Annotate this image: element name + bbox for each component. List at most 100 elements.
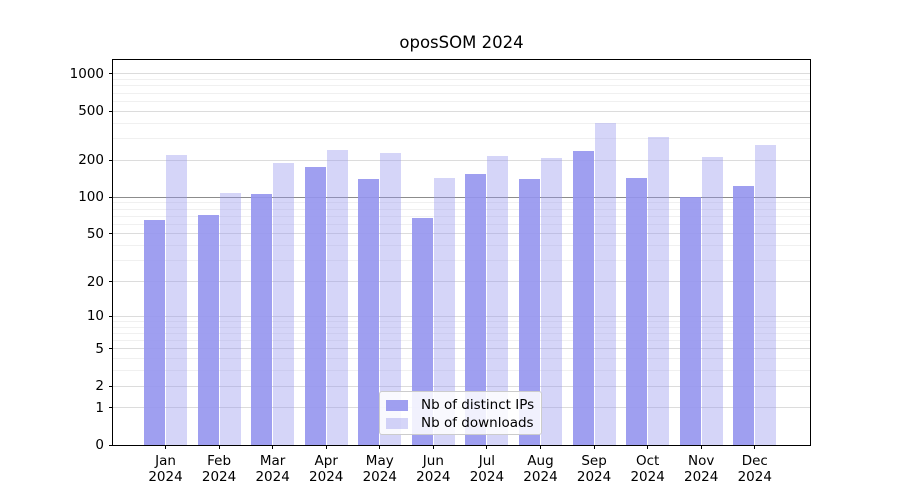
minor-gridline-60 bbox=[113, 223, 810, 225]
bar-distinct-ips-mar bbox=[251, 194, 273, 445]
bar-distinct-ips-jul bbox=[465, 173, 487, 445]
bar-distinct-ips-jun bbox=[411, 217, 433, 445]
bar-distinct-ips-oct bbox=[626, 177, 648, 445]
legend-swatch-downloads bbox=[386, 417, 408, 429]
gridline-500 bbox=[113, 110, 810, 112]
axis-layer: 0 1 2 5 10 20 50 100 200 500 1000 Jan 2024 Feb 2024 M… bbox=[70, 60, 810, 484]
x-tick-nov bbox=[700, 445, 702, 449]
legend-label-distinct-ips: Nb of distinct IPs bbox=[421, 397, 535, 413]
y-tick-label-100: 100 bbox=[78, 189, 104, 206]
x-tick-apr bbox=[325, 445, 327, 449]
x-tick-feb bbox=[218, 445, 220, 449]
x-tick-label-nov: Nov 2024 bbox=[684, 453, 719, 485]
bar-downloads-oct bbox=[648, 136, 670, 445]
bar-downloads-jul bbox=[487, 156, 509, 445]
legend-label-downloads: Nb of downloads bbox=[421, 415, 534, 431]
gridline-1000 bbox=[113, 73, 810, 75]
bar-distinct-ips-apr bbox=[304, 167, 326, 445]
minor-gridline-300 bbox=[113, 138, 810, 140]
bar-distinct-ips-may bbox=[358, 178, 380, 445]
bar-downloads-feb bbox=[219, 192, 241, 445]
x-tick-label-jan: Jan 2024 bbox=[148, 453, 183, 485]
bar-downloads-mar bbox=[273, 163, 295, 445]
minor-gridline-30 bbox=[113, 260, 810, 262]
x-tick-label-aug: Aug 2024 bbox=[523, 453, 558, 485]
y-tick-5 bbox=[109, 348, 113, 350]
bar-distinct-ips-aug bbox=[518, 179, 540, 445]
y-tick-1000 bbox=[109, 73, 113, 75]
minor-gridline-700 bbox=[113, 92, 810, 94]
legend-swatch-distinct-ips bbox=[386, 399, 408, 411]
gridline-5 bbox=[113, 348, 810, 350]
y-tick-50 bbox=[109, 233, 113, 235]
bar-distinct-ips-feb bbox=[197, 214, 219, 445]
x-tick-label-mar: Mar 2024 bbox=[255, 453, 290, 485]
y-tick-2 bbox=[109, 385, 113, 387]
gridline-50 bbox=[113, 233, 810, 235]
y-tick-label-200: 200 bbox=[78, 152, 104, 169]
bar-downloads-jun bbox=[433, 177, 455, 445]
y-tick-label-2: 2 bbox=[95, 378, 104, 394]
y-tick-label-1000: 1000 bbox=[69, 65, 104, 82]
x-tick-jun bbox=[432, 445, 434, 449]
x-tick-label-sep: Sep 2024 bbox=[576, 453, 612, 485]
minor-gridline-4 bbox=[113, 358, 810, 360]
y-tick-label-500: 500 bbox=[78, 103, 104, 120]
minor-gridline-8 bbox=[113, 326, 810, 328]
bar-downloads-nov bbox=[701, 156, 723, 445]
minor-gridline-400 bbox=[113, 122, 810, 124]
x-tick-label-feb: Feb 2024 bbox=[201, 453, 237, 485]
y-tick-20 bbox=[109, 281, 113, 282]
bar-downloads-sep bbox=[594, 122, 616, 445]
minor-gridline-6 bbox=[113, 340, 810, 341]
gridline-10 bbox=[113, 315, 810, 317]
bar-distinct-ips-sep bbox=[572, 150, 594, 445]
x-tick-jan bbox=[165, 445, 166, 449]
bar-downloads-dec bbox=[755, 144, 777, 445]
bar-downloads-aug bbox=[540, 158, 562, 445]
legend: Nb of distinct IPs Nb of downloads bbox=[379, 391, 542, 435]
chart-title: oposSOM 2024 bbox=[399, 33, 524, 52]
minor-gridline-600 bbox=[113, 100, 810, 102]
y-tick-0 bbox=[109, 444, 113, 446]
legend-entry-downloads: Nb of downloads bbox=[380, 414, 541, 432]
x-tick-label-jun: Jun 2024 bbox=[416, 453, 451, 485]
gridline-200 bbox=[113, 159, 810, 161]
minor-gridline-900 bbox=[113, 79, 810, 81]
x-tick-sep bbox=[593, 445, 595, 449]
plot-area: 0 1 2 5 10 20 50 100 200 500 1000 Jan 2024 Feb 2024 M… bbox=[70, 59, 811, 484]
x-tick-mar bbox=[272, 445, 274, 449]
y-tick-500 bbox=[109, 110, 113, 112]
minor-gridline-3 bbox=[113, 370, 810, 372]
minor-gridline-7 bbox=[113, 332, 810, 334]
x-tick-label-apr: Apr 2024 bbox=[309, 453, 344, 485]
x-tick-jul bbox=[486, 445, 488, 449]
x-tick-oct bbox=[647, 445, 649, 449]
x-tick-dec bbox=[754, 445, 756, 449]
gridline-20 bbox=[113, 281, 810, 282]
y-tick-label-1: 1 bbox=[95, 399, 104, 416]
minor-gridline-800 bbox=[113, 85, 810, 87]
bar-distinct-ips-nov bbox=[679, 196, 701, 445]
bar-downloads-apr bbox=[326, 150, 348, 445]
bar-downloads-may bbox=[380, 153, 402, 445]
x-tick-may bbox=[379, 445, 381, 449]
y-tick-200 bbox=[109, 159, 113, 161]
bars-layer bbox=[113, 60, 810, 445]
minor-gridline-80 bbox=[113, 208, 810, 210]
minor-gridline-9 bbox=[113, 320, 810, 322]
minor-gridline-70 bbox=[113, 215, 810, 217]
legend-entry-distinct-ips: Nb of distinct IPs bbox=[380, 396, 541, 414]
minor-gridline-90 bbox=[113, 202, 810, 204]
y-tick-100 bbox=[109, 196, 113, 198]
x-tick-label-dec: Dec 2024 bbox=[737, 453, 772, 485]
y-tick-label-5: 5 bbox=[95, 340, 104, 357]
x-tick-label-jul: Jul 2024 bbox=[469, 453, 505, 485]
minor-gridline-40 bbox=[113, 245, 810, 247]
y-tick-label-50: 50 bbox=[86, 225, 104, 242]
bar-downloads-jan bbox=[166, 155, 187, 445]
emphasized-gridline-100 bbox=[113, 196, 810, 198]
bar-distinct-ips-dec bbox=[733, 185, 755, 445]
y-tick-1 bbox=[109, 407, 113, 409]
